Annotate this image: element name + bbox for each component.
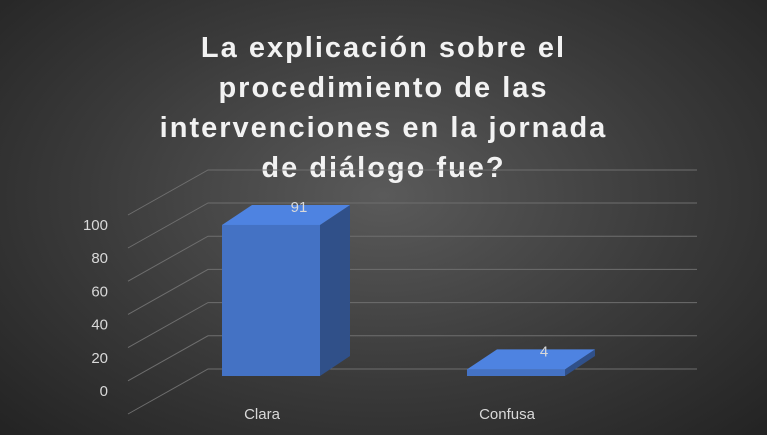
y-tick-label: 60 [91,283,108,300]
grid-line [127,235,697,282]
x-tick-label: Clara [244,406,281,423]
grid-line [127,268,697,315]
bar-side [320,204,350,376]
y-tick-label: 40 [91,317,108,334]
grid-line [127,368,697,415]
y-tick-label: 100 [83,217,108,234]
x-tick-label: Confusa [479,406,536,423]
y-tick-label: 80 [91,250,108,267]
chart-title: La explicación sobre el procedimiento de… [159,32,608,184]
value-label: 91 [291,199,308,216]
grid-line [127,302,697,349]
bar-front [467,369,565,376]
grid-line [127,202,697,249]
grid-line [127,335,697,382]
bar-side [565,349,595,376]
y-tick-label: 0 [100,383,108,400]
bar [467,349,595,376]
bar-top [222,204,350,225]
y-tick-label: 20 [91,350,108,367]
bar-front [222,224,320,376]
bar [222,204,350,376]
value-label: 4 [540,343,548,360]
wall-top [127,169,697,216]
bar-top [467,349,595,370]
